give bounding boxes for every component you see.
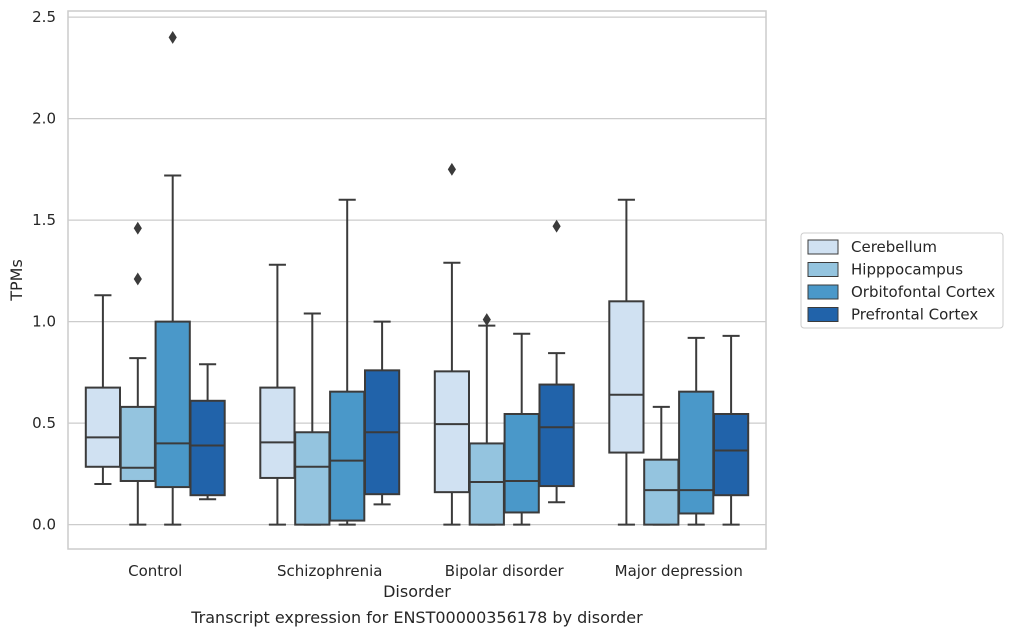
box-iqr [608, 300, 645, 454]
x-tick-label: Bipolar disorder [445, 562, 565, 580]
y-tick-label: 1.5 [32, 211, 56, 229]
x-tick-label: Schizophrenia [277, 562, 382, 580]
box-iqr [433, 370, 471, 494]
legend-swatch [807, 307, 839, 322]
outlier-point [133, 221, 142, 235]
legend-item-orbitofontal-cortex: Orbitofontal Cortex [807, 283, 995, 301]
y-tick-label: 0.5 [32, 414, 56, 432]
box-cerebellum-control [84, 294, 122, 486]
x-tick-label: Major depression [615, 562, 743, 580]
box-orbitofontal-cortex-major-depression [678, 336, 715, 526]
series-prefrontal-cortex [189, 219, 750, 526]
legend-swatch [807, 239, 839, 255]
legend-label: Hipppocampus [851, 261, 963, 279]
legend-frame [800, 232, 1004, 329]
box-iqr [503, 412, 540, 514]
outlier-point [133, 272, 142, 286]
legend-item-prefrontal-cortex: Prefrontal Cortex [807, 306, 978, 324]
y-axis-title: TPMs [7, 259, 26, 302]
outlier-point [482, 313, 491, 327]
legend-label: Orbitofontal Cortex [851, 283, 995, 301]
outlier-point [168, 30, 177, 44]
box-iqr [259, 386, 296, 479]
y-axis-ticks: 0.0 0.5 1.0 1.5 2.0 2.5 [32, 8, 56, 534]
box-iqr [154, 320, 191, 489]
plot-area-frame [67, 10, 767, 550]
legend-label: Cerebellum [851, 238, 937, 256]
y-tick-label: 0.0 [32, 516, 56, 534]
box-iqr [678, 390, 715, 515]
box-iqr [712, 412, 750, 497]
box-iqr [329, 390, 366, 522]
legend-item-cerebellum: Cerebellum [807, 238, 937, 256]
box-cerebellum-bipolar-disorder [433, 162, 471, 526]
y-tick-label: 2.5 [32, 8, 56, 26]
outlier-point [447, 162, 456, 176]
box-hipppocampus-control [119, 221, 156, 526]
legend: Cerebellum Hipppocampus Orbitofontal Corte… [800, 232, 1004, 329]
box-orbitofontal-cortex-bipolar-disorder [503, 332, 540, 526]
box-series [84, 30, 750, 526]
x-axis-ticks: Control Schizophrenia Bipolar disorder Majo… [128, 562, 743, 580]
box-cerebellum-major-depression [608, 198, 645, 526]
box-cerebellum-schizophrenia [259, 263, 296, 526]
box-orbitofontal-cortex-schizophrenia [329, 198, 366, 526]
legend-item-hipppocampus: Hipppocampus [807, 261, 963, 279]
series-orbitofontal-cortex [154, 30, 715, 526]
outlier-point [552, 219, 561, 233]
box-prefrontal-cortex-major-depression [712, 334, 750, 526]
series-cerebellum [84, 162, 645, 526]
chart-title: Transcript expression for ENST0000035617… [190, 608, 643, 627]
box-orbitofontal-cortex-control [154, 30, 191, 526]
box-prefrontal-cortex-control [189, 363, 226, 501]
box-iqr [294, 431, 331, 526]
box-iqr [468, 442, 505, 526]
x-tick-label: Control [128, 562, 182, 580]
y-tick-label: 2.0 [32, 110, 56, 128]
legend-swatch [807, 262, 839, 277]
box-hipppocampus-bipolar-disorder [468, 313, 505, 526]
y-tick-label: 1.0 [32, 313, 56, 331]
box-hipppocampus-major-depression [643, 405, 680, 526]
box-prefrontal-cortex-schizophrenia [363, 320, 401, 506]
box-prefrontal-cortex-bipolar-disorder [538, 219, 575, 504]
legend-label: Prefrontal Cortex [851, 306, 978, 324]
box-iqr [538, 383, 575, 488]
x-axis-title: Disorder [383, 582, 451, 601]
box-iqr [643, 458, 680, 526]
box-iqr [119, 405, 156, 482]
box-hipppocampus-schizophrenia [294, 312, 331, 526]
box-iqr [84, 386, 122, 468]
box-iqr [189, 399, 226, 497]
legend-swatch [807, 284, 839, 300]
